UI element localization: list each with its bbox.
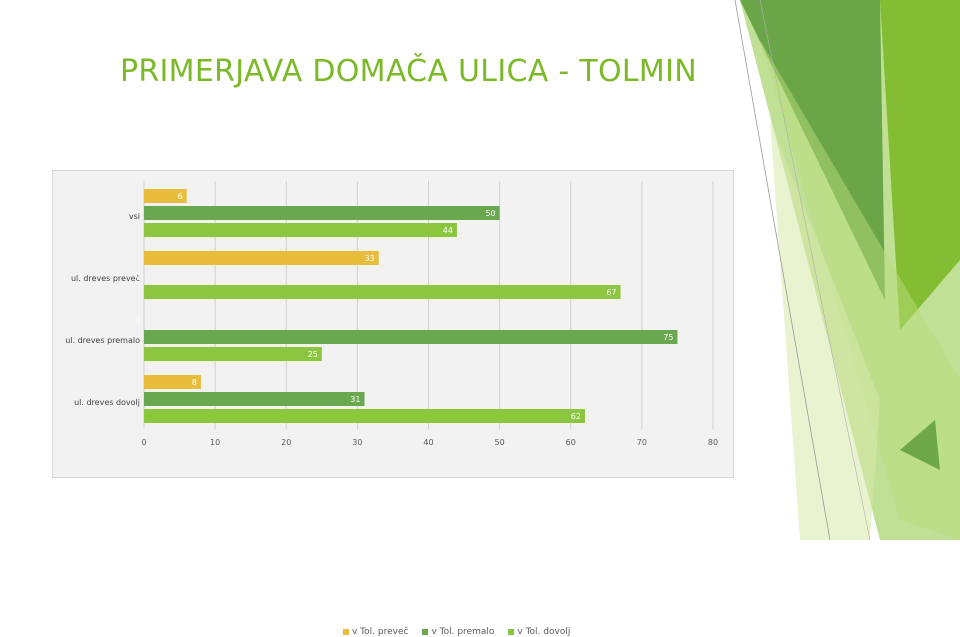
bar — [144, 347, 322, 361]
x-tick-label: 0 — [141, 438, 146, 447]
data-label: 67 — [606, 288, 616, 297]
data-label: 0 — [135, 316, 140, 325]
legend-swatch — [508, 629, 515, 635]
legend-swatch — [343, 629, 349, 635]
legend-label: v Tol. preveč — [352, 627, 409, 637]
bar — [144, 330, 678, 344]
legend-label: v Tol. premalo — [431, 627, 495, 637]
category-label: vsi — [129, 212, 140, 221]
x-tick-label: 30 — [352, 438, 362, 447]
legend-item: v Tol. dovolj — [508, 627, 570, 637]
data-label: 31 — [350, 395, 360, 404]
decorative-background — [734, 0, 960, 540]
bar — [144, 285, 621, 299]
legend-swatch — [422, 629, 429, 635]
data-label: 62 — [571, 412, 581, 421]
slide-title: PRIMERJAVA DOMAČA ULICA - TOLMIN — [120, 54, 697, 89]
chart-frame: 0 10 20 30 40 50 60 70 80 vsi 6 50 44 ul. dreves prev… — [52, 170, 734, 637]
x-tick-label: 20 — [281, 438, 291, 447]
data-label: 0 — [135, 271, 140, 280]
category-label: ul. dreves premalo — [65, 336, 140, 345]
data-label: 44 — [443, 226, 453, 235]
legend-item: v Tol. preveč — [343, 627, 408, 637]
x-tick-label: 70 — [637, 438, 647, 447]
category-label: ul. dreves dovolj — [74, 398, 140, 407]
bar — [144, 189, 187, 203]
x-tick-label: 50 — [495, 438, 505, 447]
bar — [144, 251, 379, 265]
x-tick-label: 10 — [210, 438, 220, 447]
bar — [144, 223, 457, 237]
category-label: ul. dreves preveč — [71, 273, 140, 283]
data-label: 8 — [192, 378, 197, 387]
legend-label: v Tol. dovolj — [517, 627, 571, 637]
data-label: 75 — [663, 333, 673, 342]
legend-item: v Tol. premalo — [422, 627, 494, 637]
data-label: 6 — [178, 192, 183, 201]
x-tick-label: 40 — [423, 438, 433, 447]
data-label: 25 — [308, 350, 318, 359]
chart-legend: v Tol. preveč v Tol. premalo v Tol. dovo… — [343, 627, 570, 637]
bar — [144, 392, 365, 406]
bar — [144, 206, 500, 220]
data-label: 33 — [365, 254, 375, 263]
data-label: 50 — [485, 209, 495, 218]
x-tick-label: 80 — [708, 438, 718, 447]
bar — [144, 409, 585, 423]
x-tick-label: 60 — [566, 438, 576, 447]
bar — [144, 375, 201, 389]
